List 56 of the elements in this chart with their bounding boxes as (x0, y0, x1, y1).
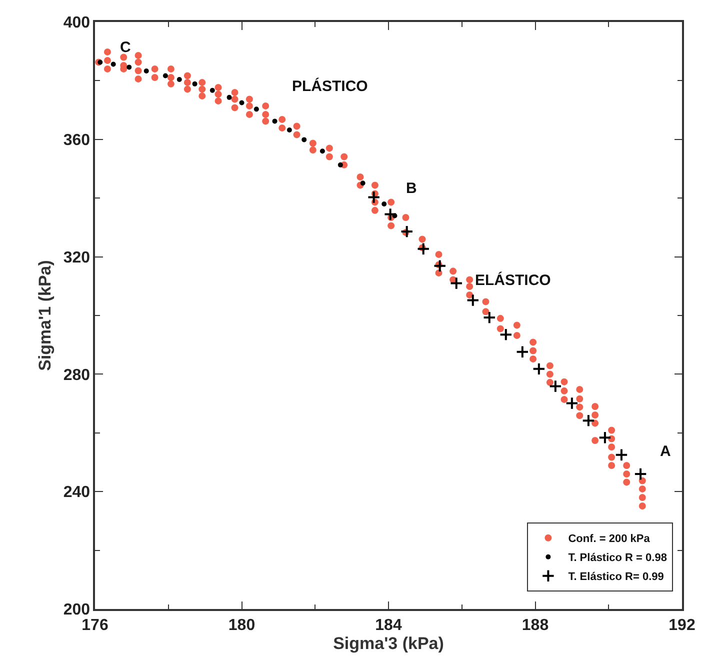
point (499, 328, 512, 342)
point (382, 201, 387, 206)
legend-label: T. Plástico R = 0.98 (568, 552, 667, 564)
annotation: ELÁSTICO (475, 271, 552, 289)
annotation: B (406, 180, 417, 197)
y-tick-label: 280 (63, 366, 90, 384)
point (126, 64, 132, 70)
point (226, 94, 232, 100)
point (176, 77, 182, 82)
point (162, 73, 168, 78)
point (548, 380, 562, 393)
annotation: PLÁSTICO (292, 77, 368, 95)
x-tick-label: 188 (522, 616, 549, 634)
point (360, 180, 366, 186)
y-tick-label: 320 (63, 249, 90, 266)
legend-label: Conf. = 200 kPa (568, 533, 651, 546)
annotation: A (660, 443, 671, 460)
x-tick-label: 176 (82, 616, 108, 634)
point (433, 259, 446, 272)
x-tick-label: 180 (228, 616, 256, 634)
point (98, 60, 103, 65)
point (582, 414, 596, 428)
x-tick-label: 184 (375, 616, 402, 634)
point (634, 467, 648, 481)
point (144, 68, 149, 74)
point (450, 276, 463, 290)
point (338, 162, 343, 168)
point (598, 431, 612, 444)
y-tick-label: 400 (63, 14, 90, 32)
point (110, 62, 116, 67)
annotation: C (120, 39, 131, 56)
y-tick-label: 200 (63, 602, 90, 619)
point (532, 362, 546, 376)
point (565, 396, 579, 410)
legend-label: T. Elástico R= 0.99 (568, 571, 664, 584)
point (210, 88, 215, 93)
point (367, 190, 380, 204)
point (614, 448, 628, 462)
y-axis-title: Sigma'1 (kPa) (35, 260, 54, 371)
point (416, 242, 430, 256)
point (516, 345, 530, 358)
point (320, 148, 325, 154)
point (384, 208, 397, 221)
point (239, 100, 244, 106)
point (466, 294, 480, 307)
y-tick-label: 240 (63, 484, 90, 502)
point (254, 106, 259, 112)
point (192, 81, 198, 86)
y-tick-label: 360 (63, 132, 90, 149)
point (302, 137, 307, 142)
point (286, 128, 292, 133)
x-axis-title: Sigma'3 (kPa) (333, 634, 444, 653)
point (482, 310, 496, 324)
point (272, 118, 278, 124)
point (400, 224, 414, 238)
x-tick-label: 192 (668, 616, 696, 634)
